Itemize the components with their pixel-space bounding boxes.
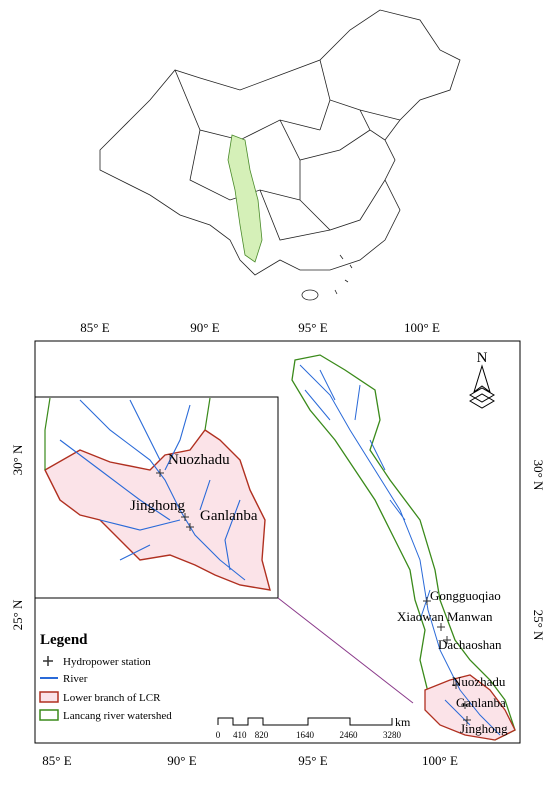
station-label: Manwan [447, 609, 493, 624]
legend-label: Hydropower station [63, 656, 151, 668]
legend: Legend Hydropower station River Lower br… [39, 632, 172, 722]
axis-label: 95° E [298, 320, 327, 335]
islands [334, 254, 353, 295]
inset-rivers [59, 399, 246, 581]
station-label: Jinghong [460, 721, 508, 736]
inset-station-label: Jinghong [130, 498, 186, 514]
top-axis: 85° E 90° E 95° E 100° E [80, 320, 440, 335]
axis-label: 25° N [10, 599, 25, 630]
legend-label: Lower branch of LCR [63, 692, 161, 704]
station-label: Ganlanba [456, 695, 506, 710]
scale-tick-label: 410 [233, 730, 247, 740]
axis-label: 30° N [10, 444, 25, 475]
axis-label: 100° E [404, 320, 440, 335]
left-axis: 30° N 25° N [10, 444, 25, 630]
station-label: Xiaowan [397, 609, 444, 624]
scale-bar: km 0 410 820 1640 2460 3280 [216, 715, 411, 740]
province-borders [174, 59, 401, 241]
lower-branch [424, 674, 516, 741]
stations [156, 469, 471, 724]
legend-label: Lancang river watershed [63, 710, 172, 722]
scale-tick-label: 820 [255, 730, 269, 740]
scale-line [217, 717, 393, 726]
bottom-axis: 85° E 90° E 95° E 100° E [42, 753, 458, 768]
watershed-small [227, 134, 263, 263]
station-labels: Gongguoqiao Xiaowan Manwan Dachaoshan Nu… [130, 452, 508, 736]
axis-label: 25° N [531, 610, 546, 641]
scale-tick-label: 2460 [340, 730, 359, 740]
rivers [299, 364, 501, 736]
axis-label: 85° E [80, 320, 109, 335]
axis-label: 90° E [190, 320, 219, 335]
legend-symbol [39, 691, 59, 703]
axis-label: 90° E [167, 753, 196, 768]
station-marker [156, 469, 471, 724]
axis-label: 100° E [422, 753, 458, 768]
inset-station-label: Nuozhadu [168, 452, 230, 468]
axis-label: 85° E [42, 753, 71, 768]
scale-tick-label: 1640 [296, 730, 315, 740]
scale-tick-label: 0 [216, 730, 221, 740]
china-outline [99, 9, 461, 276]
north-symbol [469, 364, 495, 409]
right-axis: 30° N 25° N [531, 460, 546, 641]
inset-watershed [44, 397, 211, 470]
north-arrow: N [469, 350, 495, 409]
legend-symbol [39, 709, 59, 721]
legend-title: Legend [40, 632, 88, 648]
station-label: Dachaoshan [438, 637, 502, 652]
inset-arrow [277, 597, 414, 704]
station-label: Gongguoqiao [430, 588, 501, 603]
china-map [99, 9, 461, 301]
inset-station-label: Ganlanba [200, 508, 258, 524]
axis-label: 95° E [298, 753, 327, 768]
north-label: N [477, 350, 488, 366]
scale-unit: km [395, 715, 411, 729]
station-label: Nuozhadu [452, 674, 506, 689]
legend-symbol [43, 656, 53, 666]
axis-label: 30° N [531, 460, 546, 491]
legend-label: River [63, 673, 88, 685]
scale-tick-label: 3280 [383, 730, 402, 740]
hainan [301, 289, 319, 301]
